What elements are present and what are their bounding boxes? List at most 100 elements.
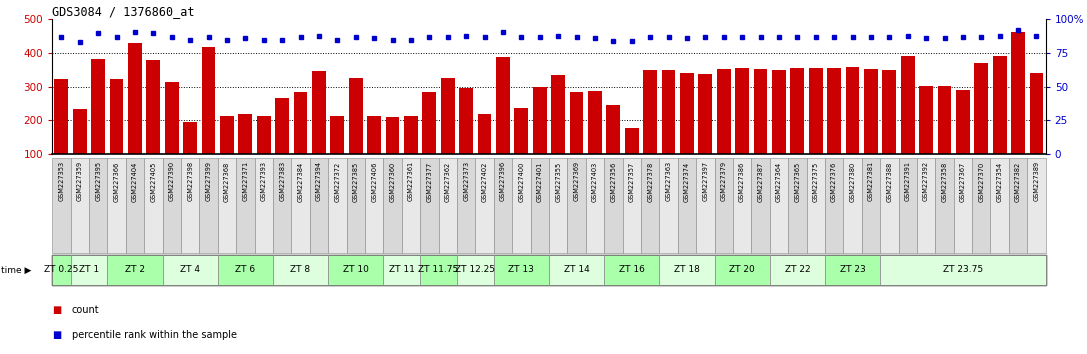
Bar xyxy=(347,158,365,253)
Text: ZT 22: ZT 22 xyxy=(785,266,810,274)
Text: ZT 23.75: ZT 23.75 xyxy=(942,266,983,274)
Bar xyxy=(110,79,124,154)
Text: GSM227378: GSM227378 xyxy=(647,161,653,202)
Bar xyxy=(254,158,273,253)
Text: GSM227354: GSM227354 xyxy=(997,161,1002,202)
Text: GSM227376: GSM227376 xyxy=(832,161,837,202)
Bar xyxy=(238,114,252,154)
Bar xyxy=(938,86,951,154)
Text: GSM227386: GSM227386 xyxy=(739,161,745,202)
Text: GSM227370: GSM227370 xyxy=(978,161,985,202)
Text: GDS3084 / 1376860_at: GDS3084 / 1376860_at xyxy=(52,5,195,18)
Bar xyxy=(570,92,584,154)
Bar xyxy=(972,158,990,253)
Text: GSM227400: GSM227400 xyxy=(518,161,524,202)
Bar xyxy=(493,158,512,253)
Text: GSM227355: GSM227355 xyxy=(555,161,561,202)
Bar xyxy=(955,90,970,154)
Bar xyxy=(864,69,878,154)
Text: GSM227390: GSM227390 xyxy=(168,161,175,201)
Bar xyxy=(733,158,751,253)
Text: GSM227387: GSM227387 xyxy=(758,161,763,202)
Bar xyxy=(386,117,399,154)
Bar xyxy=(770,255,825,285)
Bar xyxy=(457,158,475,253)
Bar xyxy=(586,158,604,253)
Text: ZT 10: ZT 10 xyxy=(342,266,368,274)
Bar xyxy=(202,47,215,154)
Bar xyxy=(54,79,68,154)
Text: GSM227406: GSM227406 xyxy=(371,161,377,202)
Bar xyxy=(273,255,328,285)
Text: GSM227402: GSM227402 xyxy=(482,161,488,202)
Bar xyxy=(883,70,896,154)
Bar xyxy=(421,255,457,285)
Bar xyxy=(496,57,510,154)
Bar xyxy=(477,114,491,154)
Bar xyxy=(623,158,641,253)
Text: ZT 11.75: ZT 11.75 xyxy=(418,266,459,274)
Text: ZT 13: ZT 13 xyxy=(509,266,535,274)
Bar xyxy=(974,63,988,154)
Bar xyxy=(809,68,823,154)
Text: count: count xyxy=(72,305,99,315)
Bar xyxy=(147,60,160,154)
Bar xyxy=(126,158,145,253)
Text: GSM227398: GSM227398 xyxy=(187,161,193,201)
Bar xyxy=(108,158,126,253)
Bar xyxy=(549,158,567,253)
Bar xyxy=(1011,32,1025,154)
Bar xyxy=(790,68,804,154)
Bar xyxy=(530,158,549,253)
Bar xyxy=(846,67,860,154)
Bar xyxy=(641,158,660,253)
Bar xyxy=(899,158,917,253)
Bar xyxy=(917,158,935,253)
Text: GSM227397: GSM227397 xyxy=(702,161,709,201)
Text: ZT 4: ZT 4 xyxy=(180,266,200,274)
Bar xyxy=(935,158,953,253)
Bar xyxy=(680,73,694,154)
Text: GSM227372: GSM227372 xyxy=(335,161,340,202)
Text: GSM227358: GSM227358 xyxy=(941,161,948,202)
Bar xyxy=(588,91,602,154)
Text: GSM227360: GSM227360 xyxy=(389,161,396,202)
Bar xyxy=(52,255,71,285)
Bar xyxy=(844,158,862,253)
Bar xyxy=(880,255,1046,285)
Text: ZT 12.25: ZT 12.25 xyxy=(455,266,496,274)
Bar xyxy=(660,158,677,253)
Bar xyxy=(604,255,660,285)
Bar xyxy=(677,158,696,253)
Bar xyxy=(275,98,289,154)
Bar xyxy=(992,57,1007,154)
Text: GSM227388: GSM227388 xyxy=(886,161,892,202)
Bar xyxy=(714,255,770,285)
Text: GSM227381: GSM227381 xyxy=(867,161,874,201)
Bar xyxy=(551,75,565,154)
Bar xyxy=(696,158,714,253)
Text: GSM227366: GSM227366 xyxy=(113,161,120,202)
Bar xyxy=(71,255,108,285)
Text: GSM227379: GSM227379 xyxy=(721,161,727,201)
Bar xyxy=(753,69,767,154)
Bar xyxy=(751,158,770,253)
Text: GSM227365: GSM227365 xyxy=(795,161,800,202)
Bar xyxy=(770,158,788,253)
Bar xyxy=(310,158,328,253)
Bar xyxy=(236,158,254,253)
Text: ZT 11: ZT 11 xyxy=(389,266,414,274)
Text: GSM227380: GSM227380 xyxy=(850,161,855,202)
Bar xyxy=(217,158,236,253)
Bar xyxy=(199,158,217,253)
Bar xyxy=(273,158,291,253)
Text: GSM227353: GSM227353 xyxy=(59,161,64,201)
Text: GSM227373: GSM227373 xyxy=(463,161,470,201)
Bar xyxy=(514,108,528,154)
Bar xyxy=(291,158,310,253)
Bar xyxy=(423,92,436,154)
Bar xyxy=(1009,158,1027,253)
Text: GSM227395: GSM227395 xyxy=(96,161,101,201)
Text: ZT 23: ZT 23 xyxy=(839,266,865,274)
Text: GSM227382: GSM227382 xyxy=(1015,161,1021,202)
